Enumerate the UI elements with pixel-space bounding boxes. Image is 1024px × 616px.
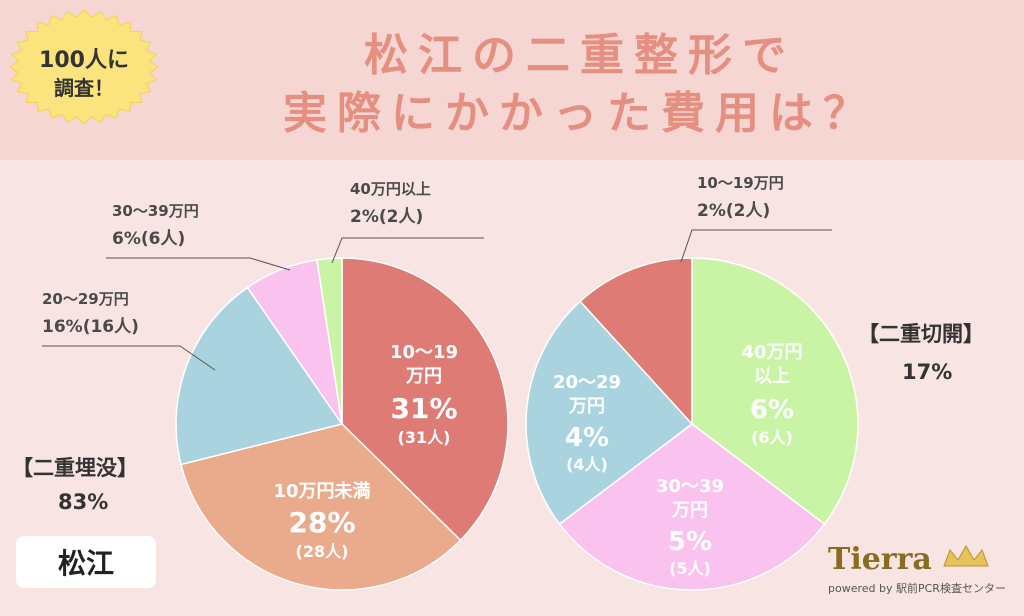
label-right-10s-cat: 10〜19万円	[697, 174, 784, 192]
logo-tagline: powered by 駅前PCR検査センター	[828, 582, 1006, 595]
label-right-30s-pct: 5%	[668, 527, 712, 557]
header-band	[0, 0, 1024, 160]
group-pct-left: 83%	[58, 490, 109, 514]
label-left-20s: 20〜29万円 16%(16人)	[42, 288, 139, 337]
label-right-40plus-cat2: 以上	[754, 366, 790, 387]
page-title-line-2: 実際にかかった費用は？	[283, 88, 877, 139]
label-left-10-19-cat1: 10〜19	[390, 342, 458, 363]
leader-line-10s	[680, 229, 832, 263]
label-left-10-19-cnt: (31人)	[398, 428, 451, 447]
crown-icon	[943, 544, 989, 567]
badge-burst	[9, 9, 159, 125]
label-left-30s: 30〜39万円 6%(6人)	[112, 200, 199, 249]
label-right-20s-pct: 4%	[565, 423, 609, 453]
pie-left-slice-3	[175, 286, 344, 466]
page-title-line-1: 松江の二重整形で	[364, 30, 796, 81]
pie-right-slice-1	[691, 257, 859, 526]
logo-name: Tierra	[828, 542, 932, 577]
leader-line-30s	[106, 257, 291, 271]
badge-line-1: 100人に	[39, 48, 129, 73]
label-left-under10-cat: 10万円未満	[273, 480, 370, 502]
label-left-40plus-cat: 40万円以上	[350, 180, 431, 198]
pie-right-slice-3	[525, 300, 694, 526]
label-right-30s-cat1: 30〜39	[656, 476, 724, 497]
pie-right-slices	[525, 257, 859, 591]
label-right-20s-cnt: (4人)	[566, 455, 608, 474]
label-right-20s-cat1: 20〜29	[553, 372, 621, 393]
pie-left-slice-1	[341, 257, 509, 542]
pie-right-slice-2	[558, 423, 826, 591]
label-left-10-19-pct: 31%	[390, 392, 457, 425]
pie-left-slices	[175, 257, 509, 591]
label-left-10-19-cat2: 万円	[405, 366, 442, 387]
label-right-30s-cnt: (5人)	[669, 559, 711, 578]
pie-left-slice-5	[316, 257, 343, 425]
label-right-10s-pct: 2%(2人)	[697, 201, 771, 221]
group-label-left: 【二重埋没】	[12, 456, 138, 480]
label-left-40plus-pct: 2%(2人)	[350, 207, 424, 227]
brand-logo: Tierra powered by 駅前PCR検査センター	[818, 538, 1006, 600]
label-left-30s-pct: 6%(6人)	[112, 229, 186, 249]
pie-right-slice-4	[579, 257, 693, 426]
label-left-under10-cnt: (28人)	[296, 542, 349, 561]
label-left-40plus: 40万円以上 2%(2人)	[350, 178, 431, 227]
leader-line-40plus	[331, 237, 484, 264]
group-label-right: 【二重切開】	[858, 322, 984, 346]
label-left-30s-cat: 30〜39万円	[112, 202, 199, 220]
label-right-40plus-cat1: 40万円	[741, 342, 802, 363]
label-left-20s-cat: 20〜29万円	[42, 290, 129, 308]
label-right-10s: 10〜19万円 2%(2人)	[697, 172, 784, 221]
label-left-under10-pct: 28%	[288, 506, 355, 539]
city-name: 松江	[16, 536, 156, 588]
label-right-30s-cat2: 万円	[671, 500, 708, 521]
leader-line-20s	[42, 345, 216, 371]
label-right-40plus-pct: 6%	[750, 395, 794, 425]
badge-line-2: 調査！	[54, 76, 114, 100]
label-right-20s-cat2: 万円	[568, 396, 605, 417]
group-pct-right: 17%	[902, 360, 953, 384]
label-left-20s-pct: 16%(16人)	[42, 317, 139, 337]
pie-left-slice-2	[180, 423, 462, 591]
label-right-40plus-cnt: (6人)	[751, 428, 793, 447]
